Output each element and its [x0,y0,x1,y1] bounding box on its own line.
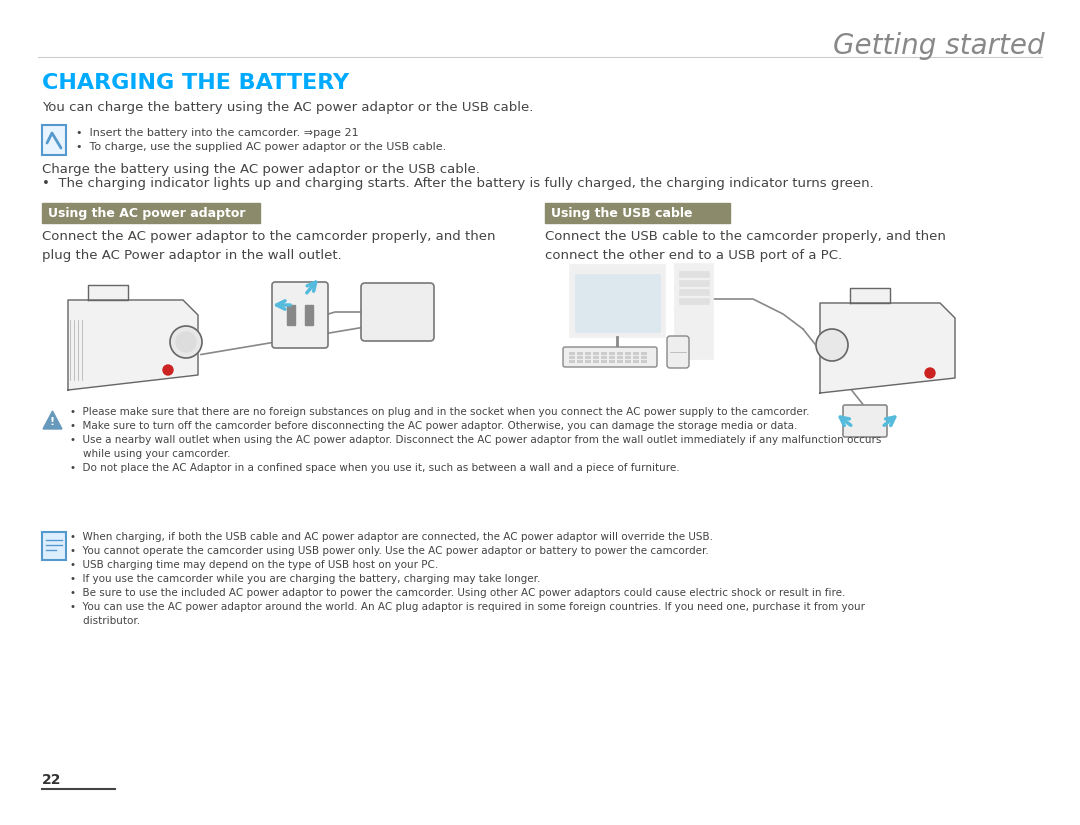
Polygon shape [68,300,198,390]
FancyBboxPatch shape [272,282,328,348]
Bar [679,271,708,277]
Bar [593,360,599,363]
Bar [585,360,591,363]
Bar [569,356,575,359]
Bar [642,352,647,355]
Text: You can charge the battery using the AC power adaptor or the USB cable.: You can charge the battery using the AC … [42,101,534,114]
Text: •  You cannot operate the camcorder using USB power only. Use the AC power adapt: • You cannot operate the camcorder using… [70,546,708,556]
Bar [569,360,575,363]
Bar [633,356,639,359]
Text: CHARGING THE BATTERY: CHARGING THE BATTERY [42,73,349,93]
Bar [617,360,623,363]
Bar [609,356,615,359]
Bar [577,360,583,363]
Bar [609,360,615,363]
Bar [679,298,708,304]
Bar [600,360,607,363]
Bar [679,280,708,286]
Bar [570,265,665,337]
Text: Charge the battery using the AC power adaptor or the USB cable.: Charge the battery using the AC power ad… [42,163,480,176]
FancyBboxPatch shape [42,532,66,560]
Text: •  Insert the battery into the camcorder. ⇒page 21: • Insert the battery into the camcorder.… [76,128,359,138]
Text: •  Make sure to turn off the camcorder before disconnecting the AC power adaptor: • Make sure to turn off the camcorder be… [70,421,797,431]
Circle shape [170,326,202,358]
Bar [305,305,313,325]
FancyBboxPatch shape [563,347,657,367]
Bar [617,352,623,355]
Bar [585,356,591,359]
Bar [575,274,660,332]
Text: •  Please make sure that there are no foreign substances on plug and in the sock: • Please make sure that there are no for… [70,407,810,417]
Bar [593,352,599,355]
Bar [585,352,591,355]
Text: distributor.: distributor. [70,616,140,626]
Text: Using the AC power adaptor: Using the AC power adaptor [48,206,245,219]
FancyBboxPatch shape [361,283,434,341]
Text: •  To charge, use the supplied AC power adaptor or the USB cable.: • To charge, use the supplied AC power a… [76,142,446,152]
Bar [287,305,295,325]
Bar [633,360,639,363]
Text: !: ! [50,417,55,427]
Bar [609,352,615,355]
Bar [625,360,631,363]
Text: Using the USB cable: Using the USB cable [551,206,692,219]
Polygon shape [87,285,129,300]
Bar [642,356,647,359]
Text: •  When charging, if both the USB cable and AC power adaptor are connected, the : • When charging, if both the USB cable a… [70,532,713,542]
Text: Getting started: Getting started [834,32,1045,60]
Text: while using your camcorder.: while using your camcorder. [70,449,230,459]
Text: •  Use a nearby wall outlet when using the AC power adaptor. Disconnect the AC p: • Use a nearby wall outlet when using th… [70,435,881,445]
Circle shape [924,368,935,378]
Bar [675,264,713,359]
Circle shape [163,365,173,375]
Bar [42,203,260,223]
Bar [600,352,607,355]
Bar [569,352,575,355]
Text: Connect the AC power adaptor to the camcorder properly, and then
plug the AC Pow: Connect the AC power adaptor to the camc… [42,230,496,262]
Bar [545,203,730,223]
Circle shape [816,329,848,361]
Text: •  If you use the camcorder while you are charging the battery, charging may tak: • If you use the camcorder while you are… [70,574,540,584]
FancyBboxPatch shape [667,336,689,368]
FancyBboxPatch shape [42,125,66,155]
Bar [593,356,599,359]
Bar [625,352,631,355]
Bar [617,356,623,359]
Text: Connect the USB cable to the camcorder properly, and then
connect the other end : Connect the USB cable to the camcorder p… [545,230,946,262]
Bar [625,356,631,359]
Bar [577,356,583,359]
Text: •  The charging indicator lights up and charging starts. After the battery is fu: • The charging indicator lights up and c… [42,177,874,190]
FancyBboxPatch shape [843,405,887,437]
Text: •  USB charging time may depend on the type of USB host on your PC.: • USB charging time may depend on the ty… [70,560,438,570]
Text: •  Do not place the AC Adaptor in a confined space when you use it, such as betw: • Do not place the AC Adaptor in a confi… [70,463,679,473]
Bar [642,360,647,363]
Text: •  Be sure to use the included AC power adaptor to power the camcorder. Using ot: • Be sure to use the included AC power a… [70,588,846,598]
Polygon shape [820,303,955,393]
Bar [679,289,708,295]
Bar [577,352,583,355]
Polygon shape [850,288,890,303]
Text: 22: 22 [42,773,62,787]
Bar [633,352,639,355]
Circle shape [176,332,195,352]
Text: •  You can use the AC power adaptor around the world. An AC plug adaptor is requ: • You can use the AC power adaptor aroun… [70,602,865,612]
Bar [600,356,607,359]
Polygon shape [43,411,62,429]
